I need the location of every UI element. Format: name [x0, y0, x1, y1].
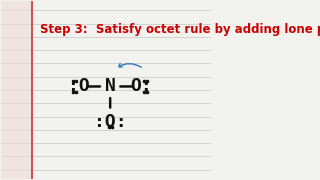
Text: :O: :O: [68, 77, 90, 95]
Text: :O:: :O:: [94, 113, 126, 131]
Bar: [1, 1, 32, 179]
Text: O:: O:: [131, 77, 152, 95]
Text: Step 3:  Satisfy octet rule by adding lone pairs: Step 3: Satisfy octet rule by adding lon…: [40, 23, 320, 36]
Text: N: N: [105, 77, 116, 95]
